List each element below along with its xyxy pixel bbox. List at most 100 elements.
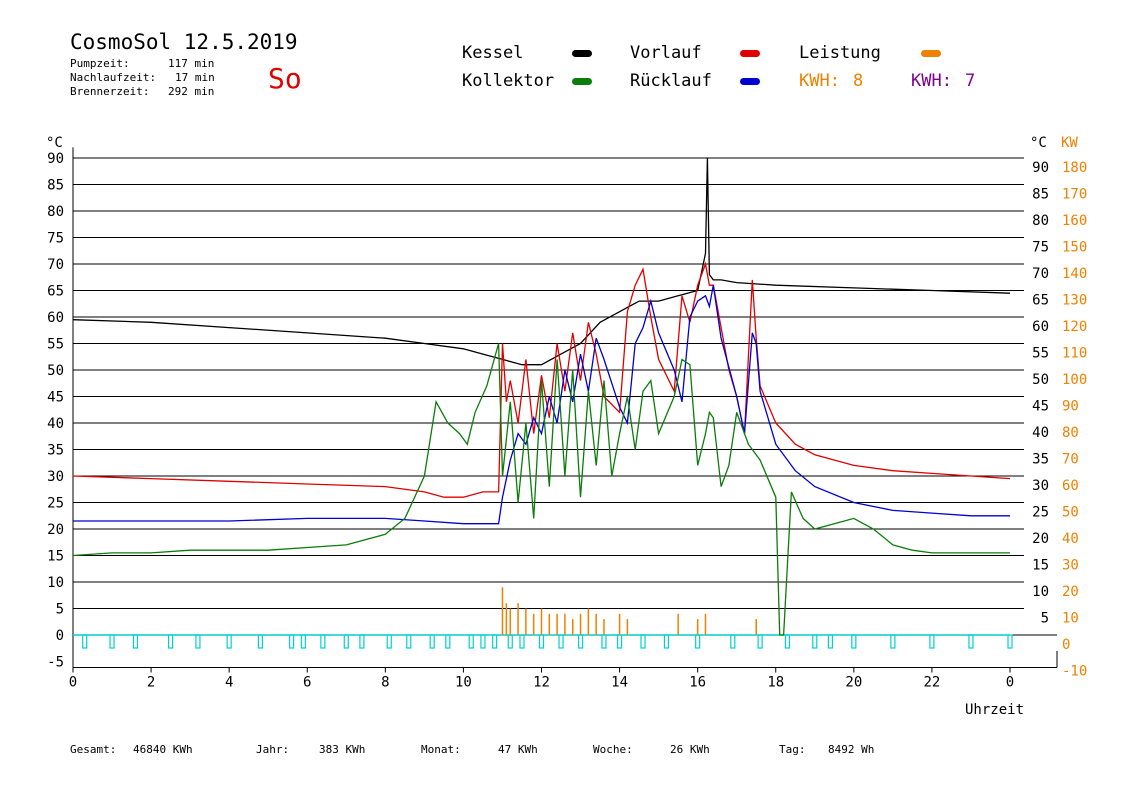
y-tick-left: 90	[47, 151, 64, 167]
chart-title: CosmoSol 12.5.2019	[70, 30, 298, 54]
rhythm-marker	[429, 634, 435, 649]
rhythm-marker	[890, 634, 896, 649]
y-tick-left: 20	[47, 522, 64, 538]
rhythm-marker	[406, 634, 412, 649]
y-tick-right: 45	[1032, 399, 1049, 415]
x-tick-label: 10	[455, 675, 472, 691]
rhythm-marker	[468, 634, 474, 649]
legend-kwh-purple-label: KWH:	[911, 71, 952, 91]
y-tick-left: 80	[47, 204, 64, 220]
x-tick-label: 6	[303, 675, 311, 691]
leistung-spikes	[501, 587, 757, 635]
rhythm-marker	[132, 634, 139, 649]
y-tick-right: 80	[1032, 213, 1049, 229]
rhythm-marker	[492, 634, 498, 649]
y-tick-kw: 90	[1062, 399, 1079, 415]
legend-kessel-label: Kessel	[462, 43, 524, 63]
burner-time-value: 292 min	[168, 85, 215, 98]
y-tick-left: 50	[47, 363, 64, 379]
footer-gesamt-label: Gesamt:	[70, 743, 117, 756]
y-axis-right-unit: °C	[1030, 135, 1047, 151]
y-tick-kw: 150	[1062, 240, 1087, 256]
legend-leistung-swatch	[921, 50, 941, 57]
y-tick-kw: 50	[1062, 505, 1079, 521]
rhythm-marker	[968, 634, 974, 649]
y-tick-kw: 180	[1062, 160, 1087, 176]
rhythm-marker	[386, 634, 392, 649]
rhythm-marker	[784, 634, 791, 649]
y-tick-kw: 100	[1062, 372, 1087, 388]
rhythm-marker	[851, 634, 857, 649]
grid-lines	[72, 147, 1058, 668]
y-tick-right: 35	[1032, 452, 1049, 468]
y-tick-right: 40	[1032, 425, 1049, 441]
follow-time-value: 17 min	[175, 71, 215, 84]
x-tick-label: 16	[689, 675, 706, 691]
rhythm-marker	[480, 634, 486, 649]
x-tick-label: 8	[381, 675, 389, 691]
rhythm-marker	[1007, 634, 1013, 649]
y-tick-right: 20	[1032, 531, 1049, 547]
x-tick-label: 14	[611, 675, 628, 691]
y-tick-left: 35	[47, 443, 64, 459]
rhythm-marker	[168, 634, 174, 649]
rhythm-marker	[289, 634, 295, 649]
rhythm-marker	[663, 634, 670, 649]
pump-time-value: 117 min	[168, 57, 215, 70]
y-tick-kw: 170	[1062, 187, 1087, 203]
y-tick-right: 55	[1032, 346, 1049, 362]
legend-kessel-swatch	[572, 50, 592, 57]
y-tick-left: 30	[47, 469, 64, 485]
series-lines	[72, 157, 1011, 636]
rhythm-marker	[320, 634, 326, 649]
footer-woche-value: 26 KWh	[670, 743, 710, 756]
y-tick-right: 85	[1032, 187, 1049, 203]
axis-ticks: 908580757065605550454035302520151050-590…	[47, 151, 1087, 691]
rhythm-marker	[257, 634, 263, 649]
y-tick-left: 70	[47, 257, 64, 273]
y-tick-right: 70	[1032, 266, 1049, 282]
legend-kollektor-label: Kollektor	[462, 71, 555, 91]
rhythm-marker	[757, 634, 763, 649]
x-tick-label: 12	[533, 675, 550, 691]
y-tick-left: 10	[47, 575, 64, 591]
y-tick-left: 0	[56, 628, 64, 644]
series-kollektor	[72, 343, 1010, 636]
x-axis-label: Uhrzeit	[965, 702, 1024, 718]
rhythm-marker	[616, 634, 623, 649]
rhythm-marker	[601, 634, 607, 649]
rhythm-marker	[640, 634, 646, 649]
rhythm-marker	[195, 634, 201, 649]
y-tick-right: 60	[1032, 319, 1049, 335]
y-tick-left: 25	[47, 496, 64, 512]
rhythm-marker	[300, 634, 306, 649]
rhythm-marker	[109, 634, 115, 649]
rhythm-marker	[695, 634, 701, 649]
rhythm-marker	[558, 634, 564, 649]
rhythm-marker	[359, 634, 365, 649]
y-tick-right: 25	[1032, 505, 1049, 521]
legend-kollektor-swatch	[572, 78, 592, 85]
rhythm-marker	[827, 634, 834, 649]
series-rcklauf	[73, 285, 1010, 525]
y-tick-kw: 70	[1062, 452, 1079, 468]
y-tick-left: 85	[47, 178, 64, 194]
rhythm-marker	[577, 634, 584, 649]
y-tick-right: 50	[1032, 372, 1049, 388]
x-tick-label: 18	[767, 675, 784, 691]
pump-time-label: Pumpzeit:	[70, 57, 130, 70]
y-tick-kw: 0	[1062, 637, 1070, 653]
y-tick-kw: 30	[1062, 558, 1079, 574]
legend-leistung-label: Leistung	[799, 43, 881, 63]
y-tick-left: 65	[47, 284, 64, 300]
footer-jahr-label: Jahr:	[256, 743, 290, 756]
y-tick-left: 55	[47, 337, 64, 353]
y-tick-left: 60	[47, 310, 64, 326]
rhythm-marker	[226, 634, 232, 649]
y-tick-kw: 110	[1062, 346, 1087, 362]
y-tick-right: 65	[1032, 293, 1049, 309]
y-tick-kw: 140	[1062, 266, 1087, 282]
y-axis-kw-unit: KW	[1061, 135, 1078, 151]
y-tick-right: 15	[1032, 558, 1049, 574]
